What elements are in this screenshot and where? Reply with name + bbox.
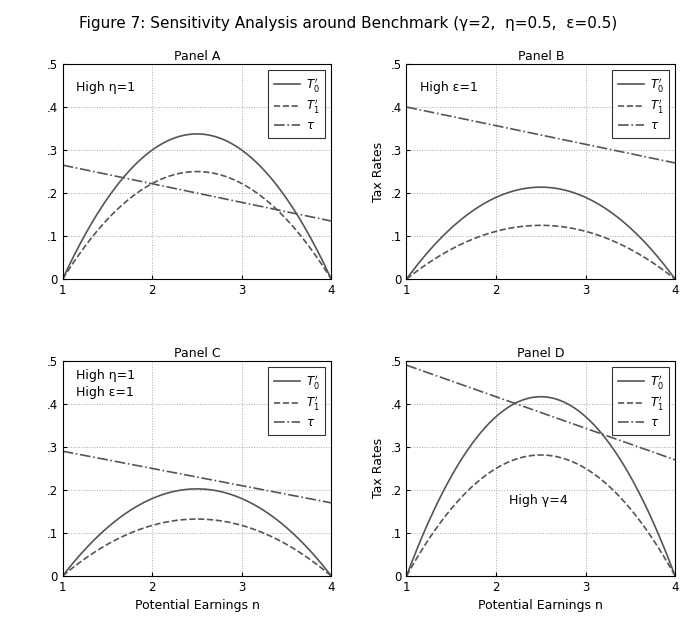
X-axis label: Potential Earnings n: Potential Earnings n <box>478 600 603 612</box>
Text: High η=1
High ε=1: High η=1 High ε=1 <box>76 369 135 399</box>
Title: Panel B: Panel B <box>518 50 564 63</box>
Y-axis label: Tax Rates: Tax Rates <box>372 438 385 499</box>
Text: High η=1: High η=1 <box>76 81 135 94</box>
Legend: $T_0'$, $T_1'$, $\tau$: $T_0'$, $T_1'$, $\tau$ <box>268 70 325 138</box>
Text: High γ=4: High γ=4 <box>509 494 567 508</box>
Legend: $T_0'$, $T_1'$, $\tau$: $T_0'$, $T_1'$, $\tau$ <box>612 70 670 138</box>
Legend: $T_0'$, $T_1'$, $\tau$: $T_0'$, $T_1'$, $\tau$ <box>612 367 670 435</box>
Text: High ε=1: High ε=1 <box>420 81 477 94</box>
X-axis label: Potential Earnings n: Potential Earnings n <box>134 600 260 612</box>
Y-axis label: Tax Rates: Tax Rates <box>372 141 385 202</box>
Title: Panel C: Panel C <box>173 347 220 360</box>
Text: Figure 7: Sensitivity Analysis around Benchmark (γ=2,  η=0.5,  ε=0.5): Figure 7: Sensitivity Analysis around Be… <box>79 16 617 31</box>
Title: Panel A: Panel A <box>174 50 220 63</box>
Title: Panel D: Panel D <box>517 347 564 360</box>
Legend: $T_0'$, $T_1'$, $\tau$: $T_0'$, $T_1'$, $\tau$ <box>268 367 325 435</box>
